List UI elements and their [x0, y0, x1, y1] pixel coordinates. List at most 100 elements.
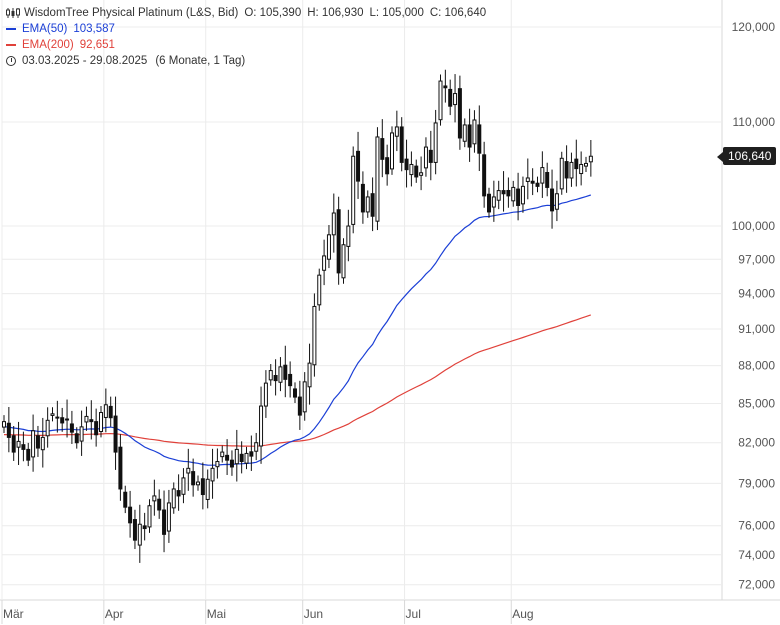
ema200-label: EMA(200): [22, 39, 74, 51]
candle-body: [55, 416, 60, 419]
legend-range-row: 03.03.2025 - 29.08.2025 (6 Monate, 1 Tag…: [6, 53, 486, 69]
candle-body: [50, 413, 55, 416]
candle-body: [162, 509, 167, 535]
x-tick-label: Aug: [512, 607, 533, 621]
candle-body: [453, 93, 458, 106]
candle-body: [103, 404, 108, 418]
candle-body: [394, 126, 399, 137]
candle-body: [137, 523, 142, 546]
y-tick-label: 82,000: [738, 436, 775, 450]
candle-body: [520, 185, 525, 205]
ohlc-low: L: 105,000: [369, 7, 424, 19]
y-tick-label: 72,000: [738, 578, 775, 592]
candle-body: [278, 366, 283, 383]
candle-body: [404, 158, 409, 171]
candle-body: [588, 155, 593, 163]
period-label: (6 Monate, 1 Tag): [155, 55, 246, 67]
y-tick-label: 74,000: [738, 548, 775, 562]
candle-body: [564, 161, 569, 179]
candle-body: [414, 165, 419, 178]
y-tick-label: 88,000: [738, 359, 775, 373]
candle-body: [6, 422, 11, 438]
ema50-line: [3, 194, 591, 466]
candle-body: [16, 440, 21, 448]
candle-body: [79, 426, 84, 442]
candle-body: [118, 446, 123, 490]
clock-icon: [6, 56, 16, 66]
candle-body: [569, 161, 574, 179]
candle-body: [423, 146, 428, 169]
chart-legend: WisdomTree Physical Platinum (L&S, Bid) …: [6, 5, 486, 69]
candle-body: [181, 477, 186, 495]
candle-body: [554, 193, 559, 210]
y-tick-label: 120,000: [732, 20, 776, 34]
candle-body: [496, 190, 501, 201]
candle-body: [525, 177, 530, 182]
candle-body: [239, 453, 244, 463]
candle-body: [506, 189, 511, 197]
candle-body: [302, 381, 307, 413]
candle-body: [336, 209, 341, 274]
candle-body: [200, 478, 205, 496]
ema200-value: 92,651: [79, 39, 115, 51]
x-tick-label: Mai: [207, 607, 226, 621]
candle-body: [259, 405, 264, 447]
candle-body: [457, 88, 462, 139]
candle-body: [74, 433, 79, 444]
y-tick-label: 85,000: [738, 396, 775, 410]
candle-body: [210, 467, 215, 482]
candle-body: [448, 88, 453, 107]
candle-body: [487, 193, 491, 213]
ema200-layer: [3, 314, 592, 447]
candle-body: [477, 124, 482, 154]
candle-body: [356, 150, 361, 182]
candle-body: [268, 370, 273, 381]
candle-body: [574, 158, 579, 170]
last-price-tag: 106,640: [716, 147, 777, 166]
candle-body: [84, 415, 89, 423]
candle-body: [288, 373, 293, 387]
candle-body: [263, 382, 268, 407]
candle-body: [482, 154, 487, 197]
ema200-swatch: [6, 44, 16, 46]
candle-body: [147, 505, 152, 528]
candle-body: [535, 182, 540, 187]
candle-body: [550, 188, 555, 212]
y-tick-label: 94,000: [738, 287, 775, 301]
x-tick-label: Apr: [105, 607, 124, 621]
legend-ema50[interactable]: EMA(50) 103,587: [6, 21, 486, 37]
ohlc-high: H: 106,930: [307, 7, 364, 19]
ema50-swatch: [6, 28, 16, 30]
candle-body: [297, 396, 302, 416]
x-tick-label: Jul: [406, 607, 421, 621]
candle-body: [89, 419, 94, 423]
legend-ema200[interactable]: EMA(200) 92,651: [6, 37, 486, 53]
x-tick-label: Jun: [304, 607, 323, 621]
candle-body: [35, 435, 40, 449]
candle-body: [60, 417, 65, 424]
candle-body: [491, 196, 496, 208]
y-tick-label: 79,000: [738, 476, 775, 490]
candle-body: [21, 444, 26, 450]
candle-body: [399, 126, 404, 163]
candle-body: [65, 418, 70, 421]
candle-body: [31, 430, 36, 458]
candle-body: [128, 506, 133, 524]
candle-body: [385, 157, 390, 175]
candlestick-series: [2, 69, 593, 563]
y-axis: 72,000 74,000 76,000 79,000 82,000 85,000 88,0…: [732, 20, 776, 592]
x-tick-label: Mär: [3, 607, 24, 621]
y-tick-label: 91,000: [738, 322, 775, 336]
candle-body: [360, 183, 365, 213]
candle-body: [225, 454, 230, 461]
candle-body: [40, 436, 45, 451]
candle-body: [186, 467, 191, 474]
candle-body: [375, 136, 380, 222]
candle-body: [365, 196, 370, 213]
y-tick-label: 110,000: [733, 115, 776, 129]
candle-body: [341, 244, 346, 279]
candle-body: [516, 188, 521, 206]
candle-body: [283, 364, 288, 380]
